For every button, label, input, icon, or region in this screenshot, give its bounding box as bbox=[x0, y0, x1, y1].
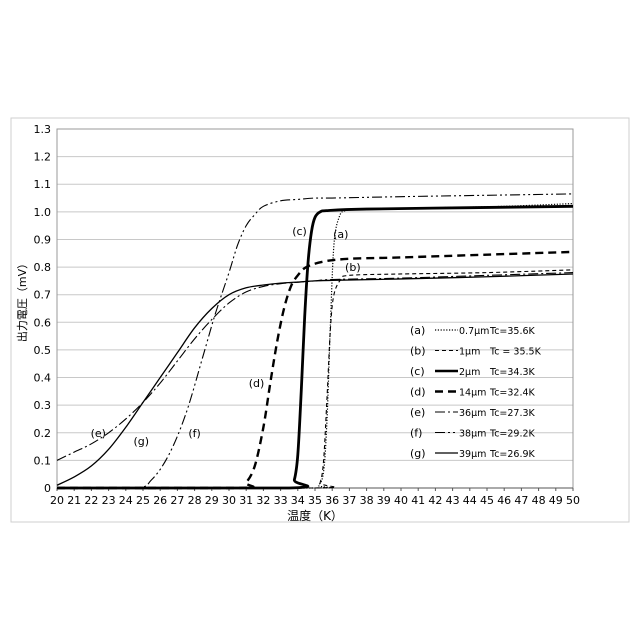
x-tick-label: 39 bbox=[377, 494, 391, 507]
curve-label: (d) bbox=[249, 377, 265, 390]
legend-tc: Tc=32.4K bbox=[489, 388, 536, 399]
y-tick-label: 0.5 bbox=[34, 344, 52, 357]
legend-thickness: 0.7μm bbox=[459, 326, 489, 337]
y-tick-label: 0.1 bbox=[34, 454, 52, 467]
curve-label: (e) bbox=[91, 427, 106, 440]
legend-thickness: 1μm bbox=[459, 347, 480, 358]
x-tick-label: 38 bbox=[360, 494, 374, 507]
x-tick-label: 20 bbox=[50, 494, 64, 507]
legend-thickness: 38μm bbox=[459, 429, 486, 440]
x-tick-label: 26 bbox=[153, 494, 167, 507]
legend-tag: (e) bbox=[410, 406, 425, 419]
x-tick-label: 48 bbox=[532, 494, 546, 507]
y-tick-label: 0.9 bbox=[34, 233, 52, 246]
curve-label: (f) bbox=[188, 427, 200, 440]
x-tick-label: 50 bbox=[566, 494, 580, 507]
legend-tc: Tc=29.2K bbox=[489, 429, 536, 440]
x-tick-label: 41 bbox=[411, 494, 425, 507]
x-tick-label: 35 bbox=[308, 494, 322, 507]
y-tick-label: 0.8 bbox=[34, 261, 52, 274]
x-tick-label: 49 bbox=[549, 494, 563, 507]
x-tick-label: 21 bbox=[67, 494, 81, 507]
y-tick-label: 1.2 bbox=[34, 151, 52, 164]
legend-thickness: 36μm bbox=[459, 408, 486, 419]
x-tick-label: 30 bbox=[222, 494, 236, 507]
y-tick-label: 1.1 bbox=[34, 178, 52, 191]
x-tick-label: 45 bbox=[480, 494, 494, 507]
curve-label: (g) bbox=[133, 435, 149, 448]
y-tick-label: 0.2 bbox=[34, 427, 52, 440]
y-tick-label: 0.4 bbox=[34, 372, 52, 385]
legend-tag: (g) bbox=[410, 447, 426, 460]
x-axis-title: 温度（K） bbox=[287, 508, 343, 523]
y-tick-label: 1.0 bbox=[34, 206, 52, 219]
chart-frame bbox=[11, 118, 629, 522]
legend-tc: Tc=26.9K bbox=[489, 449, 536, 460]
x-tick-label: 42 bbox=[428, 494, 442, 507]
y-tick-label: 0.7 bbox=[34, 289, 52, 302]
legend-tag: (f) bbox=[410, 427, 422, 440]
legend-tag: (d) bbox=[410, 386, 426, 399]
curve-label: (a) bbox=[333, 228, 348, 241]
x-tick-label: 34 bbox=[291, 494, 305, 507]
y-tick-label: 0.6 bbox=[34, 316, 52, 329]
curve-label: (c) bbox=[292, 225, 307, 238]
legend-tc: Tc=34.3K bbox=[489, 367, 536, 378]
x-tick-label: 33 bbox=[274, 494, 288, 507]
x-tick-label: 44 bbox=[463, 494, 477, 507]
x-tick-label: 46 bbox=[497, 494, 511, 507]
x-tick-label: 24 bbox=[119, 494, 133, 507]
x-tick-label: 27 bbox=[170, 494, 184, 507]
y-axis-title: 出力電圧（mV） bbox=[15, 258, 29, 342]
legend-tag: (a) bbox=[410, 324, 425, 337]
x-tick-label: 25 bbox=[136, 494, 150, 507]
legend-tc: Tc=27.3K bbox=[489, 408, 536, 419]
x-tick-label: 32 bbox=[256, 494, 270, 507]
legend-tag: (b) bbox=[410, 345, 426, 358]
legend-thickness: 2μm bbox=[459, 367, 480, 378]
x-tick-label: 36 bbox=[325, 494, 339, 507]
y-tick-label: 0.3 bbox=[34, 399, 52, 412]
legend-tc: Tc = 35.5K bbox=[489, 347, 542, 358]
legend-tc: Tc=35.6K bbox=[489, 326, 536, 337]
legend-thickness: 14μm bbox=[459, 388, 486, 399]
x-tick-label: 40 bbox=[394, 494, 408, 507]
x-tick-label: 47 bbox=[514, 494, 528, 507]
x-tick-label: 43 bbox=[446, 494, 460, 507]
x-tick-label: 31 bbox=[239, 494, 253, 507]
legend-thickness: 39μm bbox=[459, 449, 486, 460]
legend-tag: (c) bbox=[410, 365, 425, 378]
curve-label: (b) bbox=[345, 261, 361, 274]
x-tick-label: 29 bbox=[205, 494, 219, 507]
x-tick-label: 37 bbox=[342, 494, 356, 507]
y-tick-label: 1.3 bbox=[34, 123, 52, 136]
x-tick-label: 23 bbox=[102, 494, 116, 507]
x-tick-label: 22 bbox=[84, 494, 98, 507]
x-tick-label: 28 bbox=[188, 494, 202, 507]
